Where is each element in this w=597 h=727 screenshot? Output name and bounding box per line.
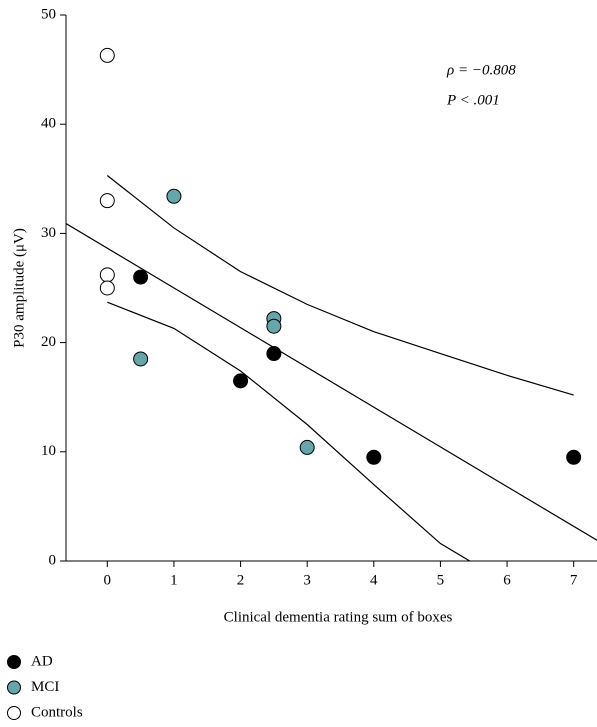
y-tick-label: 30 (41, 225, 56, 241)
x-tick-label: 2 (237, 572, 245, 588)
fit-line (66, 223, 597, 541)
point (566, 449, 582, 465)
x-tick-label: 3 (303, 572, 311, 588)
point (266, 318, 282, 334)
y-tick-label: 0 (49, 552, 57, 568)
y-tick-label: 40 (41, 116, 56, 132)
y-tick-label: 50 (41, 6, 56, 22)
x-tick-label: 7 (570, 572, 578, 588)
legend-label: MCI (31, 679, 59, 695)
point (99, 47, 115, 63)
point (133, 269, 149, 285)
fit-line (106, 175, 574, 396)
x-tick-label: 0 (104, 572, 112, 588)
x-tick-label: 5 (437, 572, 445, 588)
legend-label: Controls (31, 704, 83, 720)
legend-label: AD (31, 653, 53, 669)
x-tick-label: 6 (503, 572, 511, 588)
x-tick-label: 1 (170, 572, 178, 588)
fit-line (107, 301, 471, 561)
point (233, 373, 249, 389)
point (366, 449, 382, 465)
legend-marker (7, 655, 21, 669)
x-tick-label: 4 (370, 572, 378, 588)
point (99, 267, 115, 283)
legend-marker (7, 706, 21, 720)
y-tick-label: 20 (41, 334, 56, 350)
y-axis-label: P30 amplitude (μV) (11, 228, 27, 348)
point (166, 188, 182, 204)
x-axis-label: Clinical dementia rating sum of boxes (224, 609, 453, 625)
point (99, 193, 115, 209)
point (266, 346, 282, 362)
point (299, 439, 315, 455)
y-tick-label: 10 (41, 443, 56, 459)
point (99, 280, 115, 296)
legend-marker (7, 680, 21, 695)
annotation: P < .001 (446, 92, 500, 108)
annotation: ρ = −0.808 (446, 62, 516, 78)
point (133, 351, 149, 367)
